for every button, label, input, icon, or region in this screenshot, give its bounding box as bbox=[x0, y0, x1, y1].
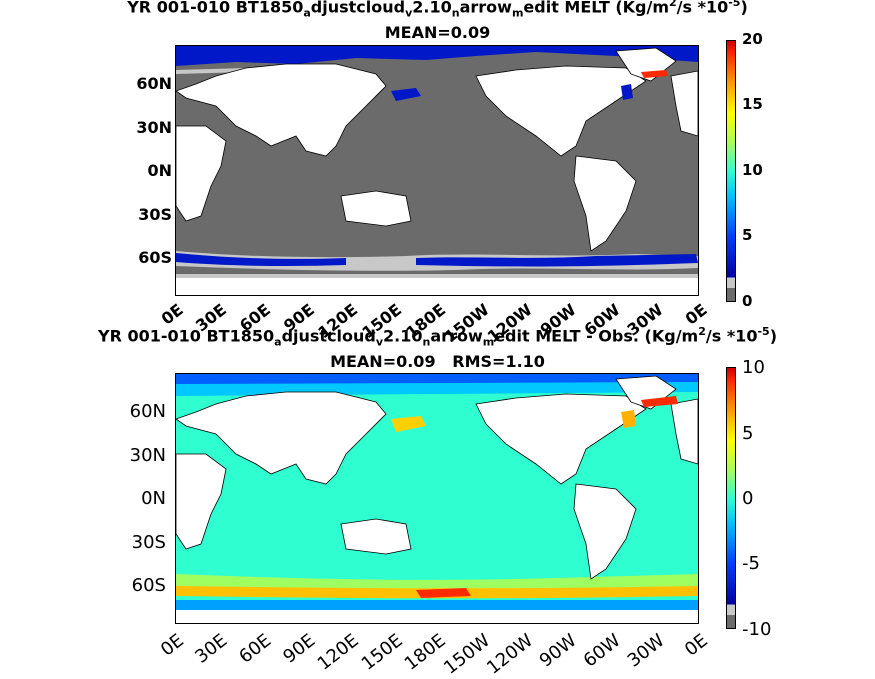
panel2-xtick-4: 120E bbox=[313, 630, 363, 675]
panel1-hotspot-greenland bbox=[641, 70, 668, 78]
panel2-subtitle: MEAN=0.09 RMS=1.10 bbox=[330, 352, 545, 371]
panel2-hotspot-south bbox=[416, 588, 471, 598]
panel2-hotspot-greenland bbox=[641, 396, 678, 407]
panel2-xtick-5: 150E bbox=[357, 630, 407, 675]
panel1-ytick-60n: 60N bbox=[136, 74, 172, 93]
panel1-antarctica bbox=[176, 278, 698, 295]
panel1-band-south-2 bbox=[416, 254, 698, 267]
panel2-xtick-1: 30E bbox=[191, 630, 232, 668]
panel1-map bbox=[175, 45, 699, 296]
panel1-okhotsk-band bbox=[391, 88, 421, 101]
panel2-xtick-7: 150W bbox=[439, 630, 494, 679]
panel1-cbtick-15: 15 bbox=[742, 95, 763, 113]
panel2-xtick-10: 60W bbox=[579, 630, 625, 672]
panel2-xtick-2: 60E bbox=[235, 630, 276, 668]
panel1-ytick-0n: 0N bbox=[147, 161, 172, 180]
panel2-ytick-60n: 60N bbox=[129, 401, 166, 422]
panel2-colorbar bbox=[726, 367, 736, 629]
panel1-colorbar bbox=[726, 40, 736, 302]
panel1-ytick-30n: 30N bbox=[136, 118, 172, 137]
panel1-map-svg bbox=[176, 46, 698, 295]
panel1-ytick-30s: 30S bbox=[138, 205, 172, 224]
panel2-xtick-0: 0E bbox=[157, 630, 188, 661]
panel2-map bbox=[175, 373, 699, 624]
panel2-labrador-band bbox=[621, 410, 636, 428]
panel1-cbtick-20: 20 bbox=[742, 30, 763, 48]
panel2-xtick-6: 180E bbox=[400, 630, 450, 675]
panel2-antarctica bbox=[176, 610, 698, 623]
panel1-land bbox=[176, 47, 698, 252]
panel2-xtick-8: 120W bbox=[483, 630, 538, 679]
panel2-cbtick-neg10: -10 bbox=[742, 619, 772, 640]
panel1-labrador-band bbox=[621, 84, 633, 100]
panel2-xtick-12: 0E bbox=[681, 630, 712, 661]
panel1-subtitle: MEAN=0.09 bbox=[384, 23, 491, 42]
panel2-cbtick-0: 0 bbox=[742, 488, 754, 509]
panel2-ytick-30s: 30S bbox=[131, 532, 166, 553]
panel2-xtick-9: 90W bbox=[535, 630, 581, 672]
panel2-band-south-blue bbox=[176, 600, 698, 610]
panel2-okhotsk-band bbox=[391, 416, 426, 432]
panel1-cbtick-0: 0 bbox=[742, 292, 753, 310]
panel1-cbtick-5: 5 bbox=[742, 226, 753, 244]
panel1-cbtick-10: 10 bbox=[742, 161, 763, 179]
panel2-arctic-dark bbox=[176, 374, 698, 384]
panel1-band-south-1 bbox=[176, 253, 346, 266]
panel2-ytick-0n: 0N bbox=[141, 488, 166, 509]
panel1-band-north bbox=[176, 46, 698, 66]
panel1-ytick-60s: 60S bbox=[138, 248, 172, 267]
panel2-xtick-11: 30W bbox=[623, 630, 669, 672]
panel2-band-south-green bbox=[176, 574, 698, 591]
panel2-map-svg bbox=[176, 374, 698, 623]
panel2-cbtick-10: 10 bbox=[742, 357, 765, 378]
panel1-title: YR 001-010 BT1850adjustcloudv2.10narrowm… bbox=[127, 0, 748, 20]
panel2-cbtick-neg5: -5 bbox=[742, 553, 760, 574]
panel2-ytick-30n: 30N bbox=[129, 445, 166, 466]
panel2-cbtick-5: 5 bbox=[742, 423, 754, 444]
panel2-title: YR 001-010 BT1850adjustcloudv2.10narrowm… bbox=[98, 325, 777, 349]
panel2-xtick-3: 90E bbox=[278, 630, 319, 668]
panel2-ytick-60s: 60S bbox=[131, 575, 166, 596]
panel2-land bbox=[176, 375, 698, 580]
